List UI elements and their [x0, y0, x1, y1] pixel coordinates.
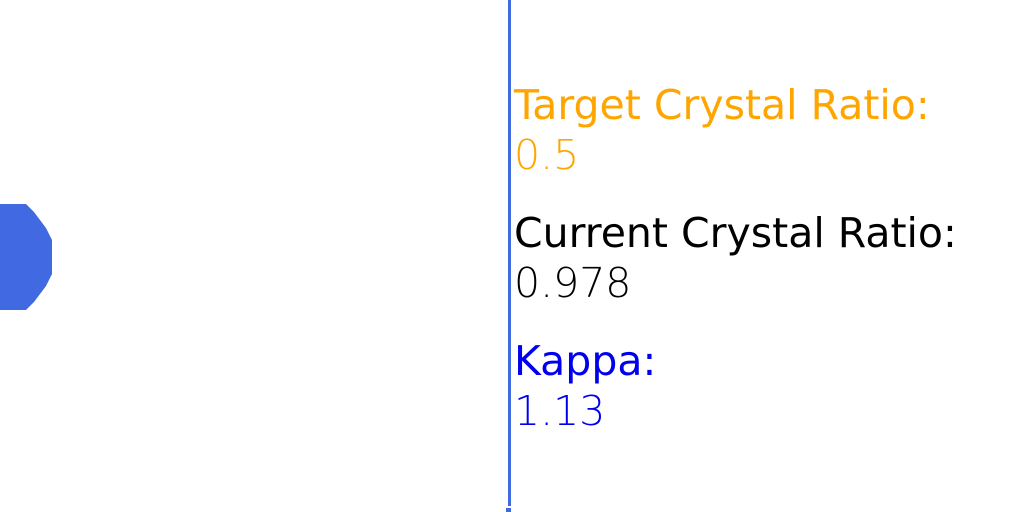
kappa-value: 1.13 [514, 387, 606, 435]
kappa-readout: Kappa: 1.13 [514, 336, 656, 436]
crystal-blob [0, 204, 52, 310]
current-crystal-ratio-readout: Current Crystal Ratio: 0.978 [514, 208, 957, 308]
current-crystal-ratio-label: Current Crystal Ratio: [514, 209, 957, 257]
current-crystal-ratio-value: 0.978 [514, 259, 632, 307]
target-crystal-ratio-readout: Target Crystal Ratio: 0.5 [514, 80, 930, 180]
crystal-shape [0, 204, 52, 310]
kappa-label: Kappa: [514, 337, 657, 385]
target-crystal-ratio-label: Target Crystal Ratio: [514, 81, 930, 129]
target-crystal-ratio-value: 0.5 [514, 131, 580, 179]
panel-divider [508, 0, 511, 506]
panel-divider-tick [506, 508, 511, 512]
